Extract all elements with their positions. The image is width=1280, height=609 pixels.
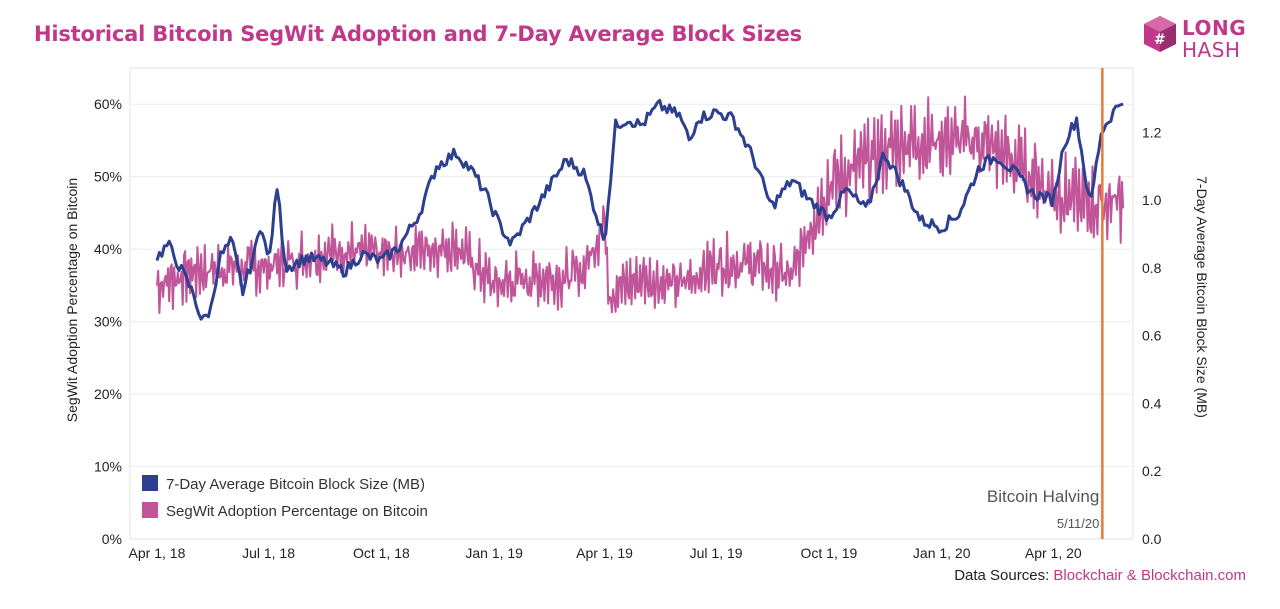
segwit-line	[156, 95, 1125, 314]
right-tick-label: 1.0	[1142, 192, 1162, 208]
right-tick-label: 0.4	[1142, 395, 1162, 411]
data-sources-prefix: Data Sources:	[954, 567, 1050, 584]
segwit-series-group	[156, 95, 1125, 314]
longhash-cube-icon: #	[1144, 16, 1176, 52]
chart-title: Historical Bitcoin SegWit Adoption and 7…	[34, 22, 802, 46]
x-tick-label: Jan 1, 20	[913, 545, 971, 561]
x-tick-label: Oct 1, 18	[353, 545, 410, 561]
right-tick-label: 0.0	[1142, 531, 1162, 547]
logo-text-long: LONG	[1182, 16, 1247, 40]
halving-marker-group: Bitcoin Halving 5/11/20	[987, 68, 1104, 539]
x-tick-label: Apr 1, 19	[576, 545, 633, 561]
right-tick-label: 0.6	[1142, 328, 1162, 344]
halving-date-label: 5/11/20	[1057, 516, 1099, 531]
x-tick-label: Jan 1, 19	[465, 545, 523, 561]
left-axis-label: SegWit Adoption Percentage on Bitcoin	[64, 178, 80, 422]
legend-label-block-size: 7-Day Average Bitcoin Block Size (MB)	[166, 476, 425, 493]
x-axis-ticks: Apr 1, 18 Jul 1, 18 Oct 1, 18 Jan 1, 19 Apr …	[129, 545, 1082, 561]
right-tick-label: 0.8	[1142, 260, 1162, 276]
plot-frame	[129, 67, 1134, 540]
x-tick-label: Oct 1, 19	[801, 545, 858, 561]
svg-text:#: #	[1154, 32, 1166, 48]
data-sources-link[interactable]: Blockchair & Blockchain.com	[1053, 567, 1246, 584]
x-tick-label: Apr 1, 20	[1025, 545, 1082, 561]
right-axis-ticks: 0.0 0.2 0.4 0.6 0.8 1.0 1.2	[1142, 124, 1162, 547]
longhash-logo: # LONG HASH	[1140, 14, 1260, 66]
left-tick-label: 10%	[94, 459, 122, 475]
left-tick-label: 0%	[102, 531, 122, 547]
left-tick-label: 20%	[94, 386, 122, 402]
left-tick-label: 30%	[94, 314, 122, 330]
left-axis-ticks: 0% 10% 20% 30% 40% 50% 60%	[94, 96, 122, 547]
x-tick-label: Jul 1, 18	[242, 545, 295, 561]
right-tick-label: 0.2	[1142, 463, 1162, 479]
halving-label: Bitcoin Halving	[987, 487, 1099, 506]
block-size-line	[155, 98, 1124, 321]
right-axis-label: 7-Day Average Bitcoin Block Size (MB)	[1194, 176, 1210, 418]
data-sources: Data Sources: Blockchair & Blockchain.co…	[954, 567, 1246, 584]
logo-text-hash: HASH	[1182, 38, 1241, 62]
legend: 7-Day Average Bitcoin Block Size (MB) Se…	[142, 475, 428, 520]
legend-swatch-block-size	[142, 475, 158, 491]
left-tick-label: 50%	[94, 169, 122, 185]
legend-label-segwit: SegWit Adoption Percentage on Bitcoin	[166, 503, 428, 520]
right-tick-label: 1.2	[1142, 124, 1162, 140]
x-tick-label: Apr 1, 18	[129, 545, 186, 561]
x-tick-label: Jul 1, 19	[690, 545, 743, 561]
block-size-series-group	[155, 98, 1124, 321]
legend-swatch-segwit	[142, 502, 158, 518]
left-tick-label: 40%	[94, 241, 122, 257]
left-tick-label: 60%	[94, 96, 122, 112]
